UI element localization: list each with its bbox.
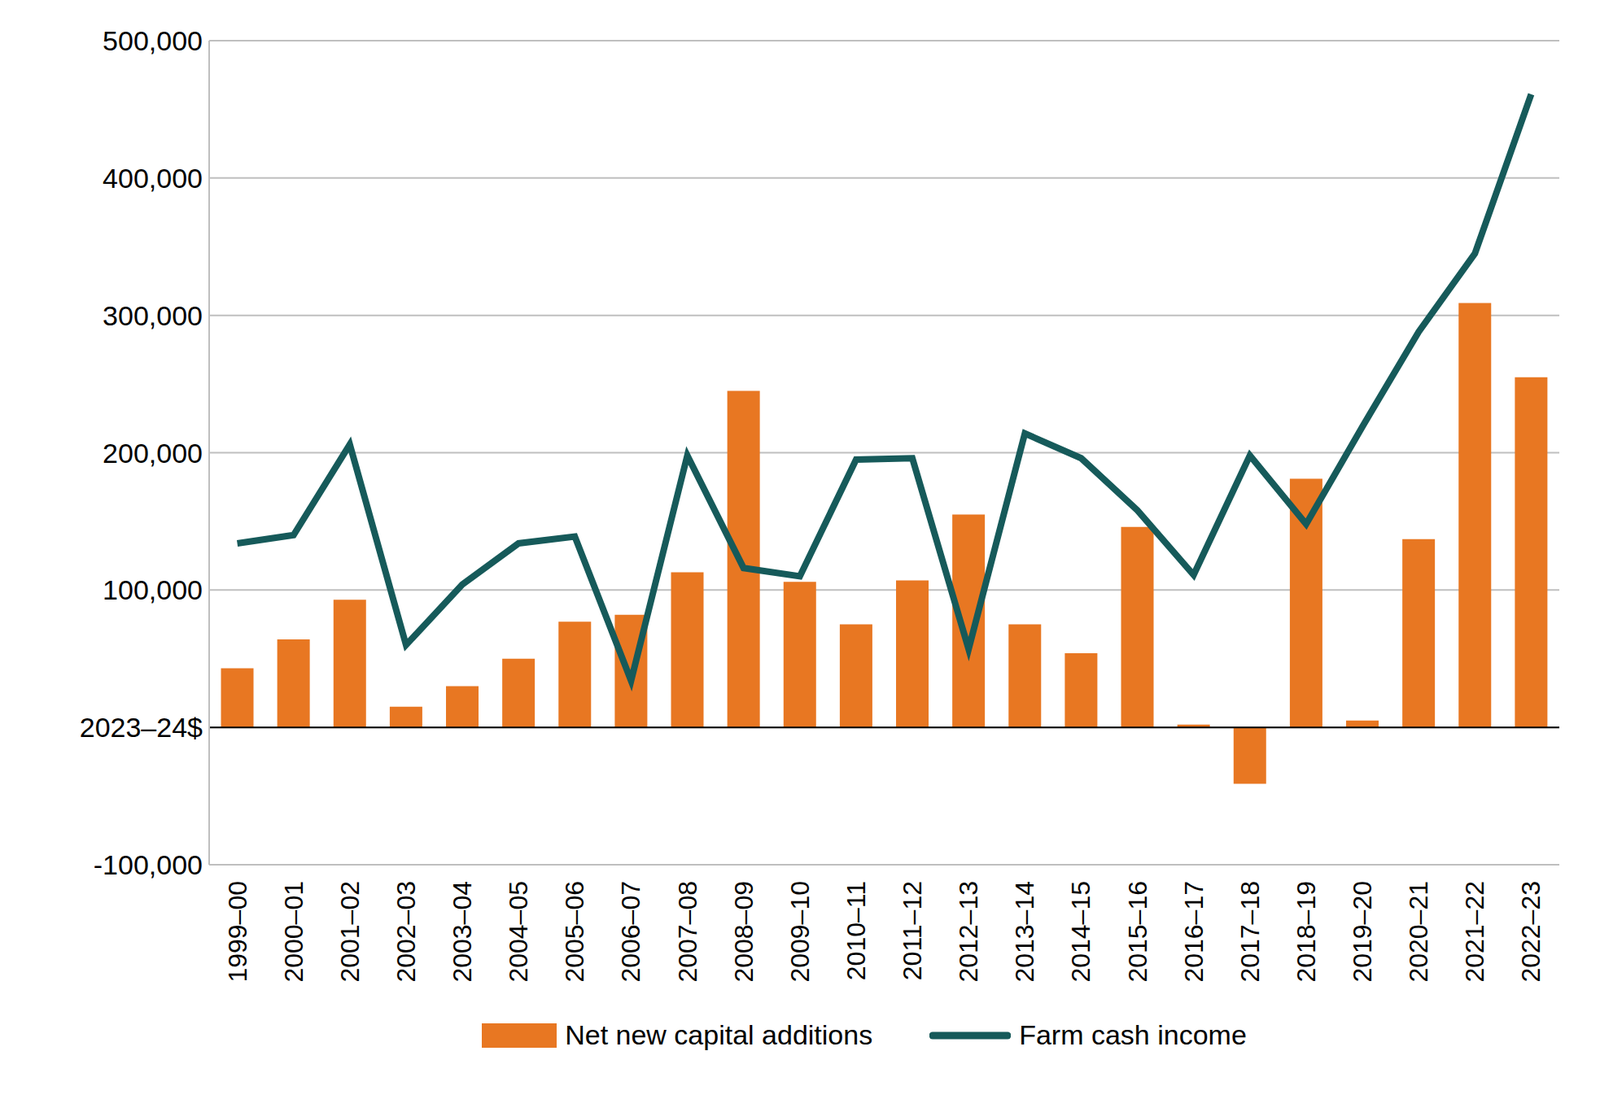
svg-text:2018–19: 2018–19: [1291, 881, 1321, 984]
svg-text:400,000: 400,000: [102, 162, 203, 194]
svg-text:2005–06: 2005–06: [559, 881, 590, 984]
svg-text:300,000: 300,000: [102, 300, 203, 332]
svg-text:100,000: 100,000: [102, 574, 203, 606]
svg-text:2002–03: 2002–03: [391, 881, 421, 984]
svg-text:2023–24$: 2023–24$: [79, 712, 203, 744]
svg-text:2011–12: 2011–12: [897, 881, 927, 981]
svg-text:2012–13: 2012–13: [953, 881, 984, 984]
svg-text:2015–16: 2015–16: [1123, 881, 1153, 984]
svg-text:2021–22: 2021–22: [1460, 881, 1490, 984]
svg-text:2006–07: 2006–07: [616, 881, 646, 984]
svg-text:2019–20: 2019–20: [1347, 881, 1378, 984]
svg-text:200,000: 200,000: [102, 437, 203, 469]
svg-text:-100,000: -100,000: [93, 849, 203, 881]
svg-text:2003–04: 2003–04: [447, 881, 477, 984]
html-text:Farm cash income: Farm cash income: [1019, 1019, 1247, 1051]
svg-text:2004–05: 2004–05: [503, 881, 534, 984]
svg-text:500,000: 500,000: [102, 25, 203, 57]
svg-text:2016–17: 2016–17: [1179, 881, 1209, 984]
svg-text:2007–08: 2007–08: [673, 881, 703, 984]
svg-text:2009–10: 2009–10: [785, 881, 815, 984]
svg-text:2022–23: 2022–23: [1516, 881, 1546, 984]
html-text:Net new capital additions: Net new capital additions: [564, 1019, 873, 1051]
svg-text:2010–11: 2010–11: [841, 881, 871, 981]
svg-text:2017–18: 2017–18: [1235, 881, 1265, 984]
svg-text:2008–09: 2008–09: [729, 881, 759, 984]
svg-text:1999–00: 1999–00: [222, 881, 253, 984]
svg-text:2000–01: 2000–01: [279, 881, 309, 984]
svg-text:2020–21: 2020–21: [1403, 881, 1434, 984]
svg-text:2013–14: 2013–14: [1009, 881, 1040, 984]
svg-text:2014–15: 2014–15: [1066, 881, 1096, 984]
svg-text:2001–02: 2001–02: [335, 881, 365, 984]
